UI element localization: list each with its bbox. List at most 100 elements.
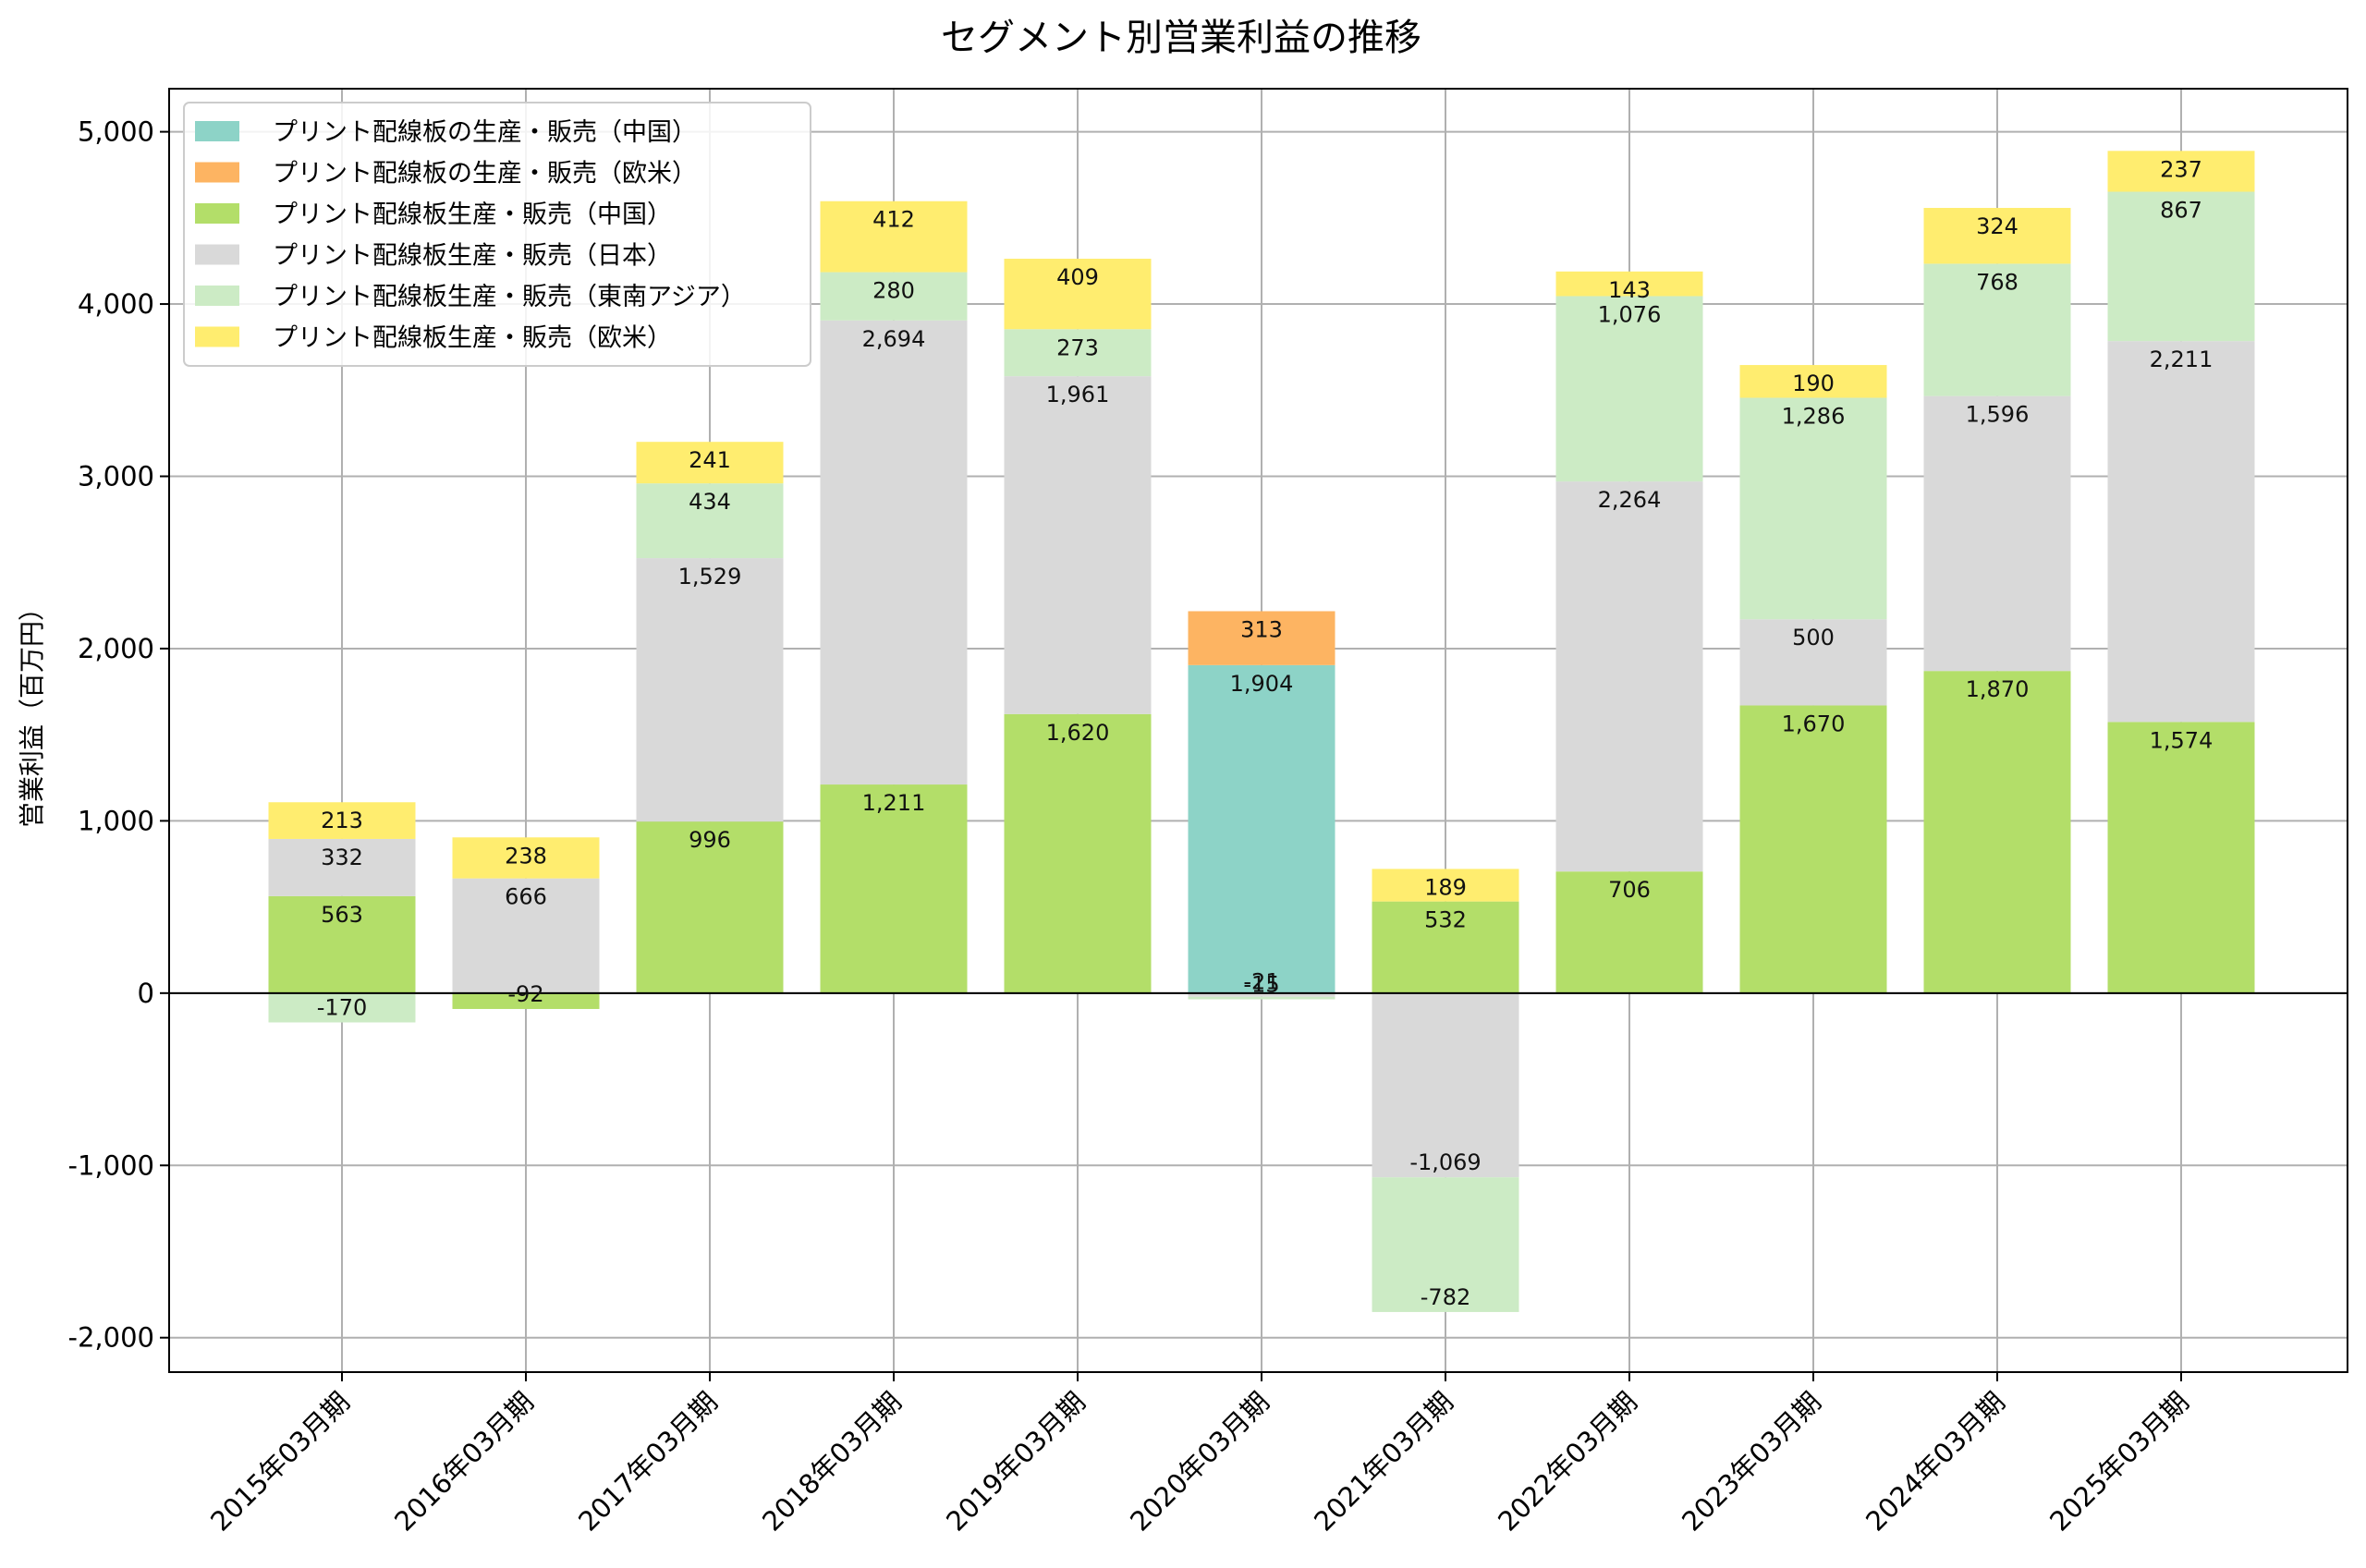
legend-label: プリント配線板の生産・販売（中国） (273, 118, 697, 147)
x-tick-label: 2025年03月期 (2043, 1386, 2195, 1538)
bar-segment (1004, 376, 1152, 714)
legend-swatch (195, 203, 239, 224)
data-label: 1,529 (678, 564, 742, 590)
bar-segment (2107, 722, 2255, 993)
y-tick-label: 5,000 (78, 116, 154, 148)
bar-segment (1004, 713, 1152, 993)
bar-segment (268, 802, 416, 839)
data-label: 412 (872, 207, 915, 233)
bar-segment (1739, 705, 1887, 993)
data-label: 666 (505, 884, 547, 910)
data-label: -21 (1243, 969, 1279, 995)
y-tick-label: 2,000 (78, 633, 154, 664)
legend-swatch (195, 162, 239, 183)
data-label: 1,620 (1046, 720, 1110, 746)
bar-segment (268, 992, 416, 1023)
data-label: 273 (1056, 334, 1099, 360)
legend-label: プリント配線板の生産・販売（欧米） (273, 160, 697, 188)
bar-segment (1923, 671, 2071, 993)
bar-segment (636, 483, 784, 559)
data-label: 1,286 (1782, 403, 1846, 429)
chart-title: セグメント別営業利益の推移 (941, 17, 1421, 59)
y-axis-label: 営業利益（百万円） (17, 595, 47, 828)
bar-segment (1188, 611, 1335, 665)
bar-segment (1372, 1177, 1519, 1312)
data-label: 768 (1976, 269, 2018, 295)
data-label: 1,870 (1966, 676, 2030, 702)
data-label: 409 (1056, 264, 1099, 290)
data-label: 500 (1792, 625, 1835, 650)
data-label: -782 (1421, 1284, 1470, 1310)
bar-segment (2107, 191, 2255, 342)
y-tick-label: -2,000 (68, 1322, 155, 1354)
data-labels: 563 332 -170 213 -92 666 238 996 1,529 434 241 1,21… (317, 156, 2214, 1310)
data-label: 563 (321, 902, 363, 928)
bar-segment (636, 558, 784, 822)
data-label: 2,694 (862, 326, 926, 352)
data-label: -1,069 (1409, 1149, 1481, 1175)
data-label: 238 (505, 843, 547, 869)
bar-segment (452, 878, 600, 993)
bar-segment (1004, 259, 1152, 330)
data-label: -170 (317, 995, 367, 1021)
bar-segment (1923, 263, 2071, 396)
data-label: 2,264 (1598, 487, 1662, 513)
plot-frame (168, 88, 2348, 1373)
data-label: 143 (1608, 277, 1651, 303)
legend-label: プリント配線板生産・販売（日本） (273, 242, 672, 271)
bar-segment (820, 320, 968, 785)
bar-segment (452, 992, 600, 1009)
data-label: -15 (1243, 972, 1279, 998)
bar-segment (1555, 296, 1703, 482)
data-label: 241 (689, 447, 731, 473)
bar-segment (1555, 481, 1703, 872)
legend-swatch (195, 121, 239, 141)
bar-segment (1188, 992, 1335, 997)
data-label: 1,961 (1046, 382, 1110, 407)
bar-segment (636, 821, 784, 993)
x-tick-label: 2022年03月期 (1492, 1386, 1643, 1538)
bar-segment (1923, 395, 2071, 672)
data-label: 1,076 (1598, 301, 1662, 327)
x-tick-label: 2020年03月期 (1124, 1386, 1275, 1538)
data-label: 189 (1424, 874, 1467, 900)
data-label: 1,670 (1782, 711, 1846, 736)
y-tick-label: 0 (138, 978, 154, 1009)
bar-segment (268, 838, 416, 896)
data-label: 532 (1424, 907, 1467, 933)
legend: プリント配線板の生産・販売（中国） プリント配線板の生産・販売（欧米） プリント配線… (183, 102, 811, 367)
data-label: 1,904 (1230, 671, 1294, 697)
x-tick-label: 2017年03月期 (572, 1386, 724, 1538)
legend-label: プリント配線板生産・販売（欧米） (273, 324, 672, 353)
x-tick-label: 2018年03月期 (756, 1386, 908, 1538)
bar-segment (1004, 329, 1152, 377)
data-label: 996 (689, 827, 731, 853)
bar-segment (1372, 869, 1519, 902)
data-label: 213 (321, 808, 363, 833)
bar-segment (1555, 271, 1703, 297)
data-label: 1,574 (2150, 727, 2214, 753)
bar-segment (1188, 996, 1335, 1000)
bar-segment (2107, 151, 2255, 192)
data-label: 237 (2160, 156, 2202, 182)
x-tick-label: 2021年03月期 (1308, 1386, 1459, 1538)
data-label: 190 (1792, 371, 1835, 396)
data-label: 2,211 (2150, 346, 2214, 372)
data-label: 332 (321, 845, 363, 870)
data-label: 867 (2160, 197, 2202, 223)
bar-segment (820, 272, 968, 321)
data-label: 1,211 (862, 790, 926, 816)
x-tick-label: 2015年03月期 (204, 1386, 356, 1538)
data-label: 434 (689, 489, 731, 515)
x-tick-label: 2023年03月期 (1676, 1386, 1827, 1538)
bar-segment (820, 201, 968, 273)
x-tick-label: 2016年03月期 (388, 1386, 540, 1538)
bar-segment (820, 784, 968, 993)
bar-segment (2107, 341, 2255, 723)
bar-segment (636, 442, 784, 484)
bar-segment (1555, 871, 1703, 993)
legend-swatch (195, 326, 239, 347)
y-tick-label: 1,000 (78, 805, 154, 836)
